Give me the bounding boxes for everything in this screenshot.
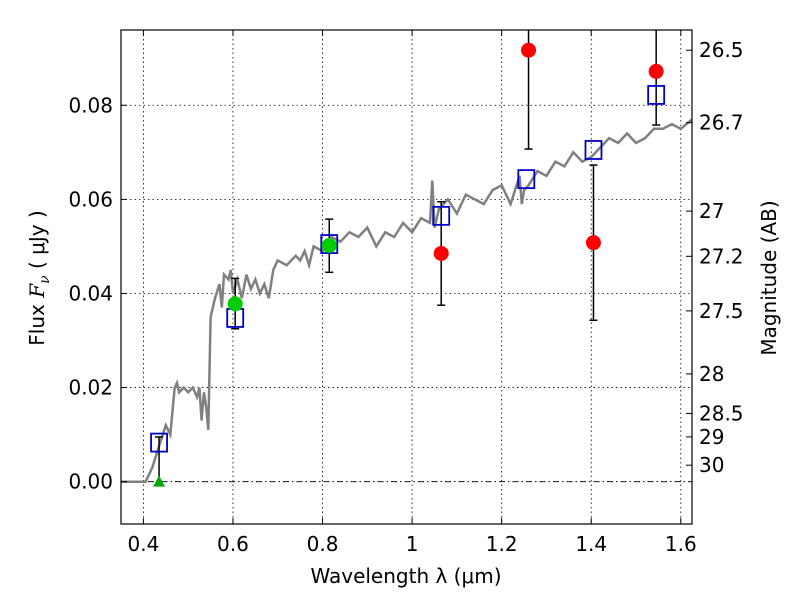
right-tick-label: 27.2 [699,244,744,268]
y-tick-label: 0.00 [68,470,113,494]
x-axis-label: Wavelength λ (μm) [310,564,501,588]
model-spectrum-line [121,118,693,483]
model-photometry-marker [584,140,603,160]
y-tick-label: 0.02 [68,376,113,400]
x-tick-label: 0.8 [307,532,339,556]
right-tick-label: 28 [699,362,724,386]
y-tick-label: 0.08 [68,93,113,117]
y-axis-label-prefix: Flux [25,298,49,346]
right-tick-label: 26.7 [699,111,744,135]
x-tick-label: 1.6 [665,532,697,556]
model-photometry-marker [647,85,666,105]
data-markers [150,42,666,487]
right-tick-label: 26.5 [699,38,744,62]
y-axis-ticks: 0.00 0.02 0.04 0.06 0.08 [68,93,127,494]
observed-flux-marker [321,237,337,253]
observed-flux-marker [521,42,537,58]
model-photometry-marker [150,432,168,453]
x-tick-label: 0.6 [217,532,249,556]
right-tick-label: 30 [699,453,724,477]
observed-flux-marker [585,235,601,251]
model-photometry-marker [320,234,339,254]
right-axis-ticks: 26.5 26.7 27 27.2 27.5 28 28.529 30 [686,38,744,477]
x-axis-ticks: 0.4 0.6 0.8 1 1.2 1.4 1.6 [127,30,697,556]
y-axis-label: Flux Fν ( μJy ) [25,210,53,345]
model-photometry-marker [517,169,536,190]
plot-frame [120,29,693,525]
x-tick-label: 0.4 [127,532,159,556]
right-axis-label: Magnitude (AB) [757,200,781,355]
y-axis-label-subscript: ν [37,275,53,284]
model-photometry-marker [432,205,451,226]
x-tick-label: 1.2 [486,532,518,556]
y-axis-label-suffix: ( μJy ) [25,210,49,275]
observed-flux-marker [648,63,664,79]
right-tick-label: 28.5 [699,401,744,425]
grid-lines [121,30,692,524]
observed-flux-marker [433,245,449,261]
upper-limit-marker [153,475,166,487]
x-tick-label: 1.4 [575,532,607,556]
observed-flux-marker [227,296,243,312]
error-bars [155,30,661,482]
y-tick-label: 0.06 [68,187,113,211]
right-tick-label: 27 [699,199,724,223]
right-tick-label: 27.5 [699,299,744,323]
y-axis-label-symbol: F [25,283,49,299]
right-tick-label: 29 [699,425,724,449]
y-tick-label: 0.04 [68,281,113,305]
x-tick-label: 1 [406,532,419,556]
